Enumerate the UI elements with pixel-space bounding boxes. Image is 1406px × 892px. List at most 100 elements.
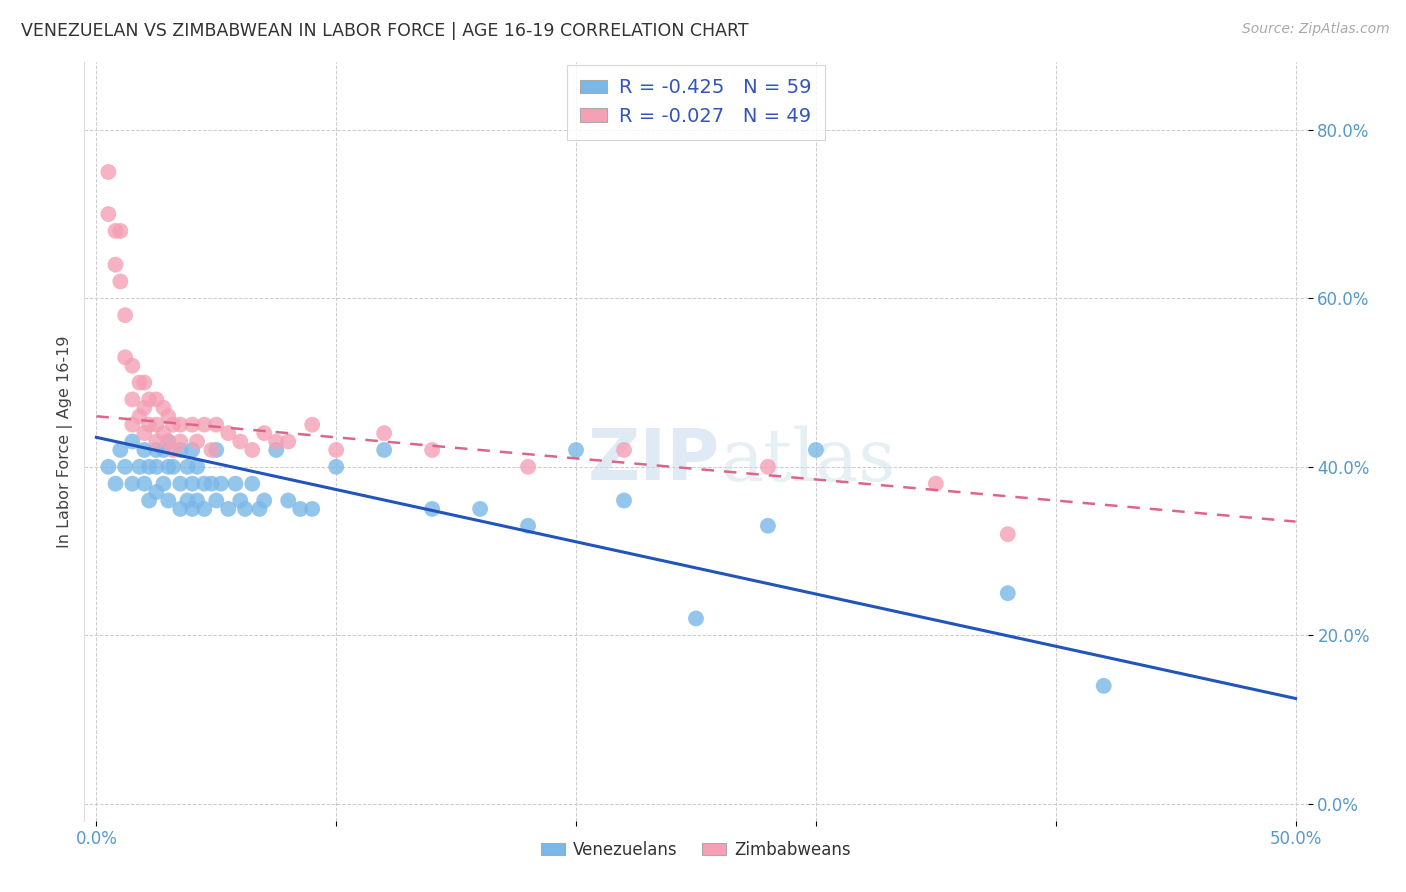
Point <box>420 502 443 516</box>
Point <box>181 502 204 516</box>
Point <box>134 401 156 415</box>
Point <box>420 442 443 457</box>
Point <box>301 502 323 516</box>
Point <box>925 476 948 491</box>
Point <box>301 417 323 432</box>
Point <box>186 459 208 474</box>
Point <box>325 459 347 474</box>
Point <box>152 401 174 415</box>
Point <box>193 417 215 432</box>
Point <box>121 476 143 491</box>
Point <box>253 426 276 441</box>
Point <box>186 493 208 508</box>
Point <box>145 392 167 407</box>
Text: VENEZUELAN VS ZIMBABWEAN IN LABOR FORCE | AGE 16-19 CORRELATION CHART: VENEZUELAN VS ZIMBABWEAN IN LABOR FORCE … <box>21 22 749 40</box>
Y-axis label: In Labor Force | Age 16-19: In Labor Force | Age 16-19 <box>58 335 73 548</box>
Point <box>121 417 143 432</box>
Point <box>138 459 160 474</box>
Point <box>121 434 143 449</box>
Point <box>517 518 540 533</box>
Point <box>176 493 198 508</box>
Point <box>997 527 1019 541</box>
Point <box>134 376 156 390</box>
Point <box>205 493 228 508</box>
Point <box>110 275 132 289</box>
Point <box>181 417 204 432</box>
Point <box>205 417 228 432</box>
Point <box>157 409 180 424</box>
Point <box>205 442 228 457</box>
Point <box>217 426 239 441</box>
Point <box>224 476 246 491</box>
Point <box>193 502 215 516</box>
Point <box>104 476 127 491</box>
Point <box>134 442 156 457</box>
Point <box>97 207 120 221</box>
Point <box>277 493 299 508</box>
Point <box>110 224 132 238</box>
Point <box>229 493 252 508</box>
Text: atlas: atlas <box>720 425 896 496</box>
Point <box>290 502 312 516</box>
Point <box>157 434 180 449</box>
Point <box>128 409 150 424</box>
Point <box>517 459 540 474</box>
Point <box>152 426 174 441</box>
Point <box>240 442 263 457</box>
Point <box>97 459 120 474</box>
Point <box>1092 679 1115 693</box>
Point <box>157 493 180 508</box>
Point <box>145 485 167 500</box>
Point <box>373 442 395 457</box>
Point <box>157 434 180 449</box>
Point <box>186 434 208 449</box>
Point <box>104 258 127 272</box>
Point <box>249 502 271 516</box>
Point <box>169 434 191 449</box>
Point <box>613 493 636 508</box>
Point <box>804 442 827 457</box>
Point <box>145 459 167 474</box>
Point <box>756 518 779 533</box>
Point <box>169 502 191 516</box>
Legend: Venezuelans, Zimbabweans: Venezuelans, Zimbabweans <box>534 834 858 865</box>
Point <box>134 476 156 491</box>
Point <box>114 308 136 322</box>
Point <box>138 493 160 508</box>
Point <box>253 493 276 508</box>
Point <box>145 434 167 449</box>
Point <box>200 476 222 491</box>
Point <box>240 476 263 491</box>
Point <box>152 442 174 457</box>
Point <box>169 442 191 457</box>
Point <box>97 165 120 179</box>
Point <box>181 442 204 457</box>
Point <box>193 476 215 491</box>
Point <box>565 442 588 457</box>
Point <box>104 224 127 238</box>
Text: ZIP: ZIP <box>588 426 720 495</box>
Point <box>134 426 156 441</box>
Point <box>128 376 150 390</box>
Point <box>756 459 779 474</box>
Point <box>157 459 180 474</box>
Point <box>138 417 160 432</box>
Point <box>176 459 198 474</box>
Point <box>997 586 1019 600</box>
Point <box>217 502 239 516</box>
Point <box>264 434 287 449</box>
Point <box>264 442 287 457</box>
Point <box>162 442 184 457</box>
Point <box>277 434 299 449</box>
Point <box>114 351 136 365</box>
Point <box>145 417 167 432</box>
Point <box>685 611 707 625</box>
Point <box>169 476 191 491</box>
Point <box>145 442 167 457</box>
Point <box>152 476 174 491</box>
Text: Source: ZipAtlas.com: Source: ZipAtlas.com <box>1241 22 1389 37</box>
Point <box>229 434 252 449</box>
Point <box>613 442 636 457</box>
Point <box>138 392 160 407</box>
Point <box>468 502 491 516</box>
